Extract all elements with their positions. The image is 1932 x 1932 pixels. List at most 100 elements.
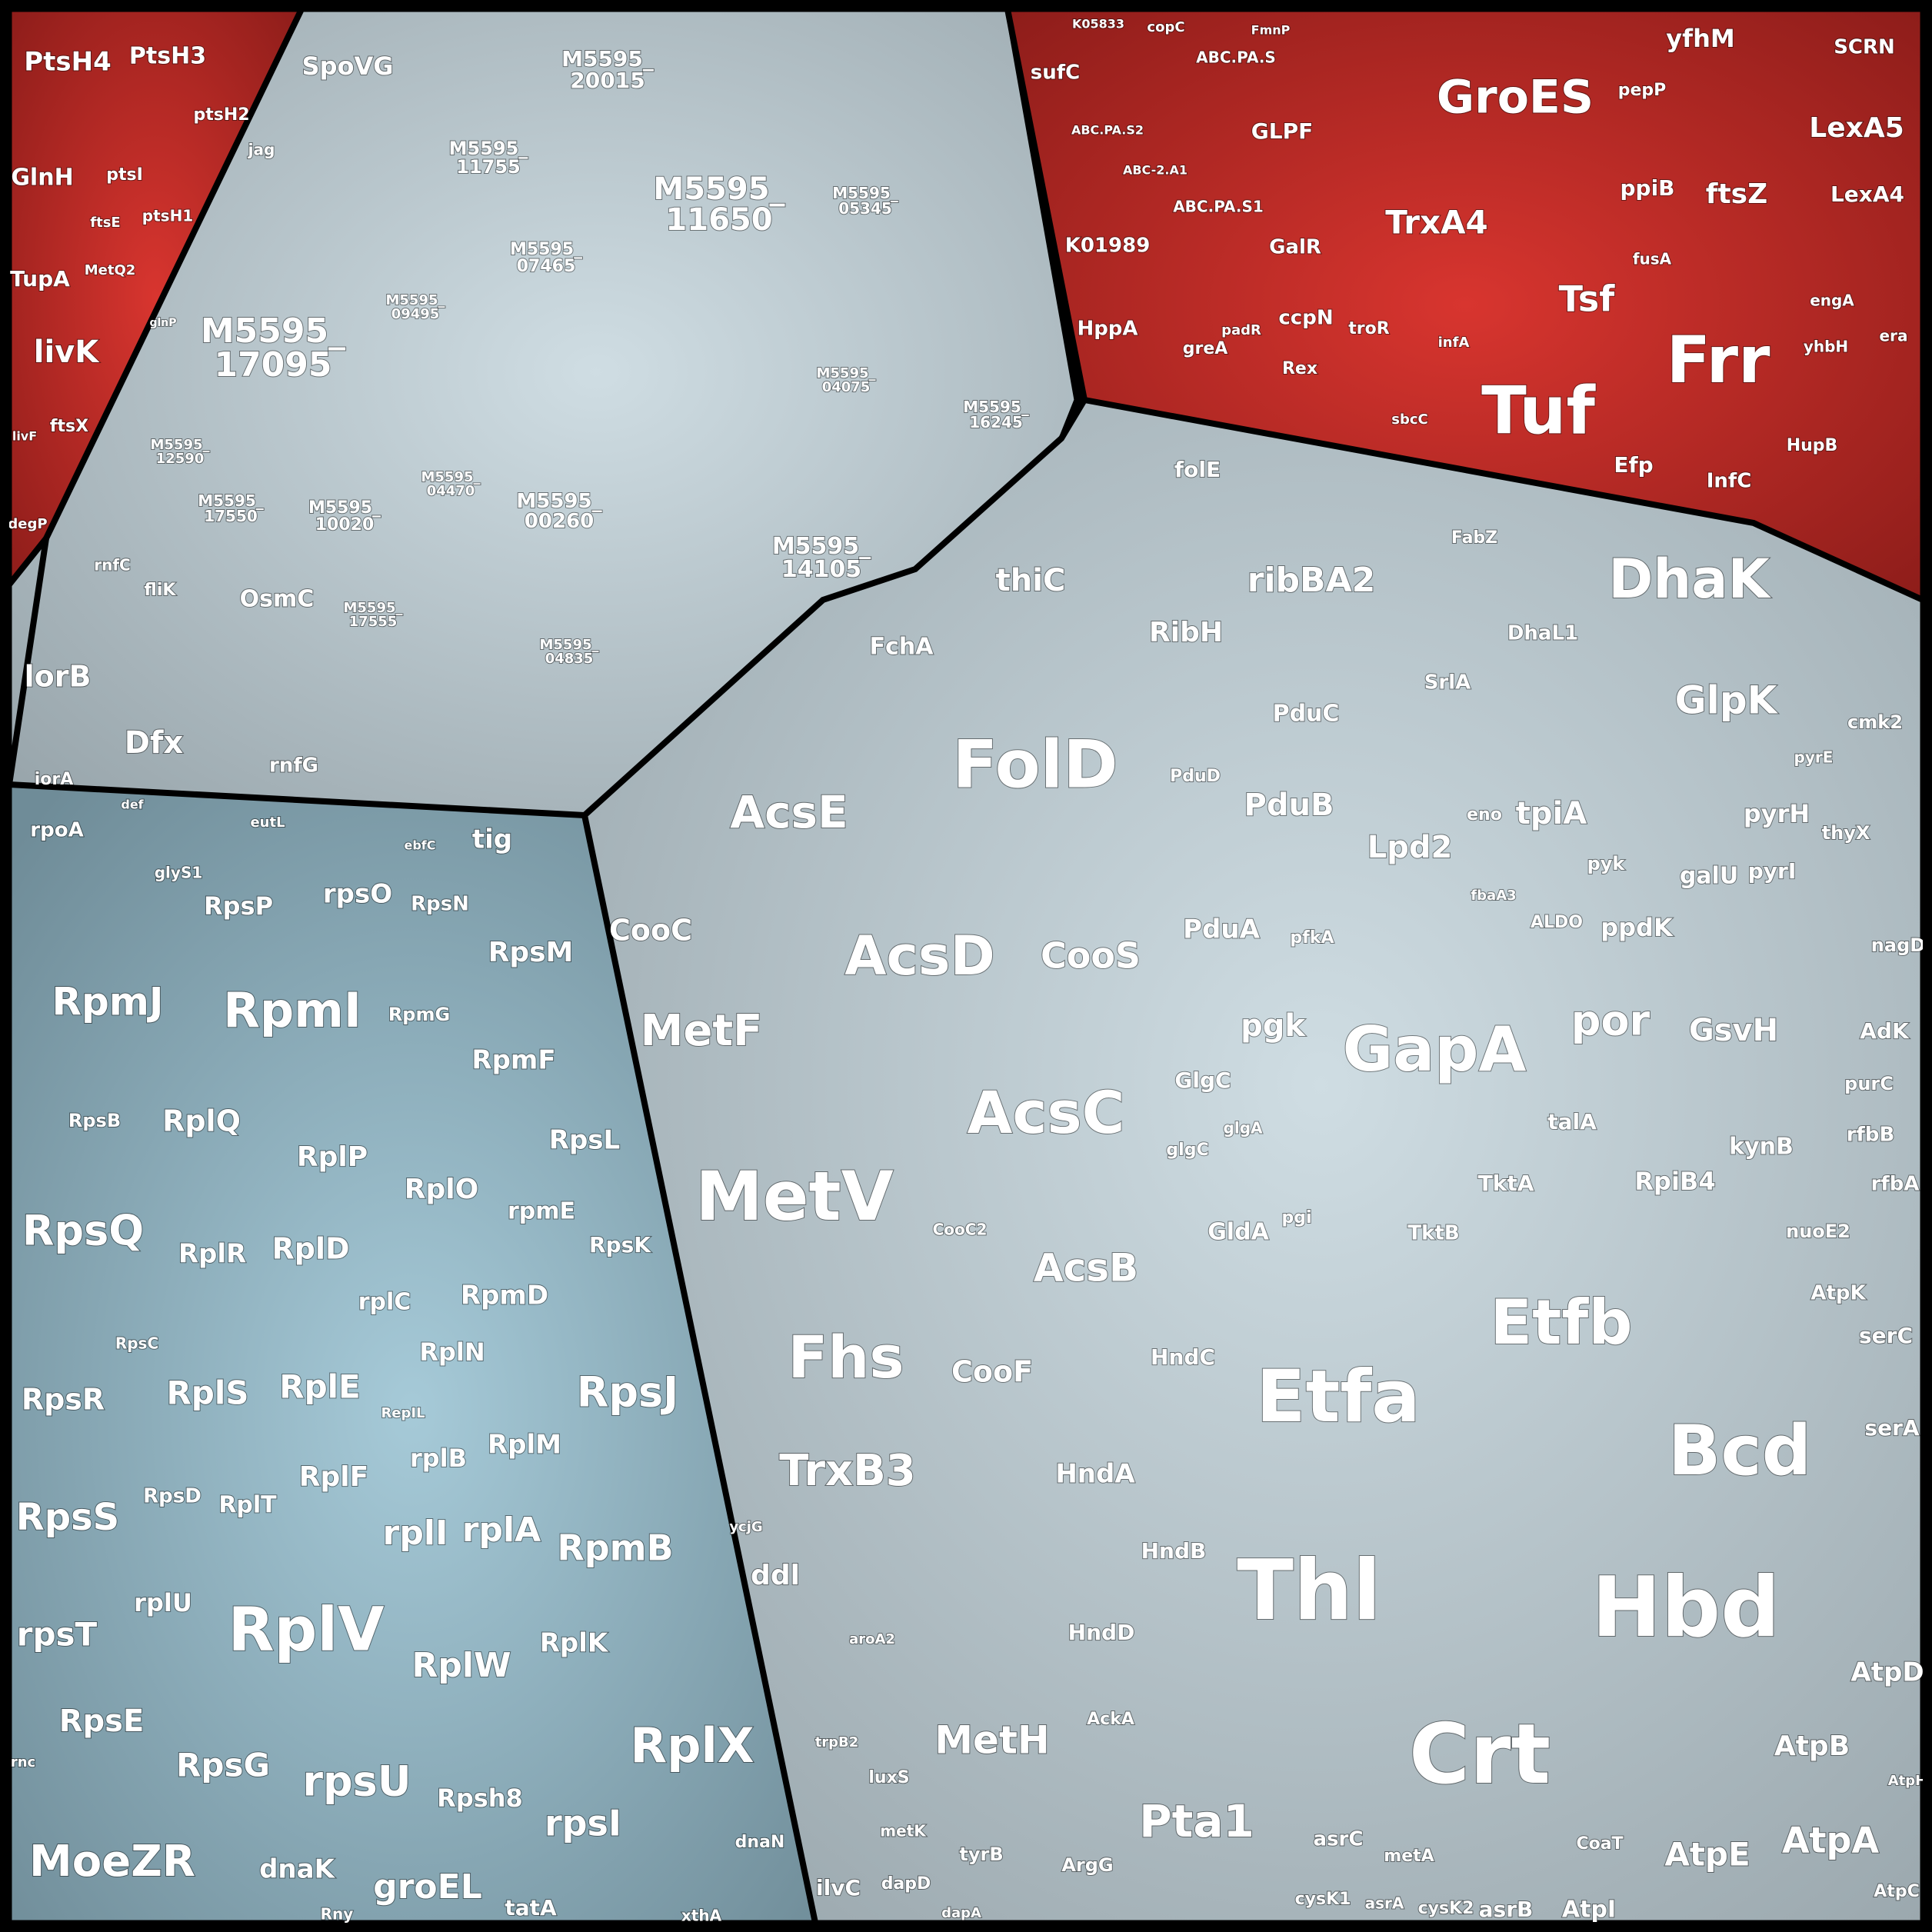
protein-label: rpsU [302,1757,411,1806]
protein-label: M5595_ 17555 [343,600,402,630]
protein-label: HndB [1141,1538,1207,1564]
protein-label: Tsf [1559,278,1616,320]
protein-label: HndA [1055,1459,1135,1490]
protein-label: RpsE [59,1704,145,1739]
protein-label: Etfb [1491,1287,1633,1358]
region-border [8,781,585,818]
protein-label: CooC2 [933,1221,988,1239]
protein-label: CooC [609,914,692,948]
protein-label: AtpA [1782,1820,1880,1861]
protein-label: pfkA [1291,928,1334,948]
protein-label: xthA [681,1907,722,1925]
protein-label: pyrE [1794,748,1834,767]
protein-label: ptsH2 [193,105,249,125]
protein-label: RplW [412,1646,511,1685]
protein-label: cmk2 [1847,711,1903,733]
protein-label: M5595_ 20015 [561,46,654,93]
protein-label: ftsE [90,215,120,231]
protein-label: ABC-2.A1 [1123,163,1188,178]
protein-label: dapA [941,1905,981,1921]
protein-label: ptsI [106,165,143,185]
protein-label: ribBA2 [1247,561,1375,600]
protein-label: CooF [951,1355,1033,1389]
protein-label: rplA [462,1511,541,1550]
protein-label: M5595_ 04470 [421,469,480,499]
protein-label: HndD [1068,1620,1135,1645]
protein-label: thyX [1822,822,1870,844]
protein-label: PduD [1170,767,1221,786]
protein-label: yfhM [1666,24,1734,53]
protein-label: M5595_ 11650 [653,172,784,238]
protein-label: PduC [1273,701,1340,728]
protein-label: ycjG [729,1519,762,1535]
protein-label: RpmD [461,1281,548,1311]
protein-label: FabZ [1451,528,1497,548]
protein-label: Etfa [1256,1355,1420,1439]
protein-label: MetF [641,1006,763,1056]
protein-label: degP [8,516,47,532]
protein-label: serC [1859,1323,1913,1348]
protein-label: GlnH [11,165,73,192]
protein-label: infA [1438,335,1470,351]
protein-label: TrxA4 [1385,204,1488,242]
labels-layer: PtsH4 PtsH3 ptsH2 GlnH ptsI ftsE ptsH1 TupA MetQ… [7,16,1927,1926]
protein-label: RpiB4 [1634,1167,1715,1196]
protein-label: LexA5 [1809,112,1904,144]
protein-label: M5595_ 09495 [385,292,445,322]
protein-label: trpB2 [815,1734,859,1750]
protein-label: tyrB [959,1844,1003,1865]
protein-label: PduB [1244,788,1334,823]
protein-label: rpsI [545,1803,621,1844]
protein-label: RpsJ [577,1368,678,1417]
protein-label: M5595_ 10020 [308,498,381,535]
protein-label: glyS1 [155,864,203,882]
protein-label: ppiB [1620,175,1674,201]
protein-label: ALDO [1531,913,1583,932]
protein-label: rnfG [269,754,318,778]
protein-label: rplB [410,1444,467,1473]
protein-label: MetV [695,1157,893,1236]
protein-label: RpsP [204,891,273,921]
protein-label: dnaN [735,1833,785,1852]
protein-label: RpsS [16,1496,119,1539]
protein-label: HndC [1151,1344,1215,1370]
protein-label: RepIL [381,1405,425,1421]
protein-label: RplS [166,1374,248,1412]
protein-label: engA [1810,291,1854,310]
protein-label: HupB [1787,436,1838,455]
protein-label: CooS [1041,935,1141,977]
protein-label: RpsB [68,1110,121,1131]
protein-label: metK [880,1822,927,1840]
protein-label: FolD [952,726,1118,803]
protein-label: purC [1844,1073,1894,1094]
protein-label: FchA [870,634,934,661]
protein-label: RplP [297,1141,368,1173]
protein-label: AcsB [1034,1246,1138,1291]
protein-label: rpmE [508,1198,575,1225]
protein-label: sufC [1031,62,1080,85]
protein-label: groEL [373,1867,482,1907]
protein-label: pyrH [1744,799,1810,828]
protein-label: asrB [1479,1897,1534,1922]
protein-label: GroES [1437,71,1594,125]
protein-label: M5595_ 11755 [449,138,528,178]
protein-label: glgC [1166,1141,1208,1160]
protein-label: M5595_ 17550 [198,491,264,525]
protein-label: def [121,798,144,812]
protein-label: pepP [1618,81,1667,100]
protein-label: livF [12,429,37,444]
protein-label: GLPF [1251,118,1313,144]
protein-label: AtpH [1888,1773,1927,1789]
protein-label: fbaA3 [1471,888,1516,904]
protein-label: AcsC [968,1078,1125,1147]
protein-label: RplR [178,1239,246,1270]
protein-label: Efp [1614,452,1653,478]
protein-label: Lpd2 [1367,830,1453,865]
protein-label: sbcC [1391,411,1427,428]
protein-label: Frr [1667,322,1770,398]
protein-label: tig [472,824,512,855]
protein-label: RplM [488,1430,561,1461]
protein-label: PtsH4 [24,47,112,78]
protein-label: rplC [358,1289,411,1316]
borders-layer [6,8,1924,1924]
